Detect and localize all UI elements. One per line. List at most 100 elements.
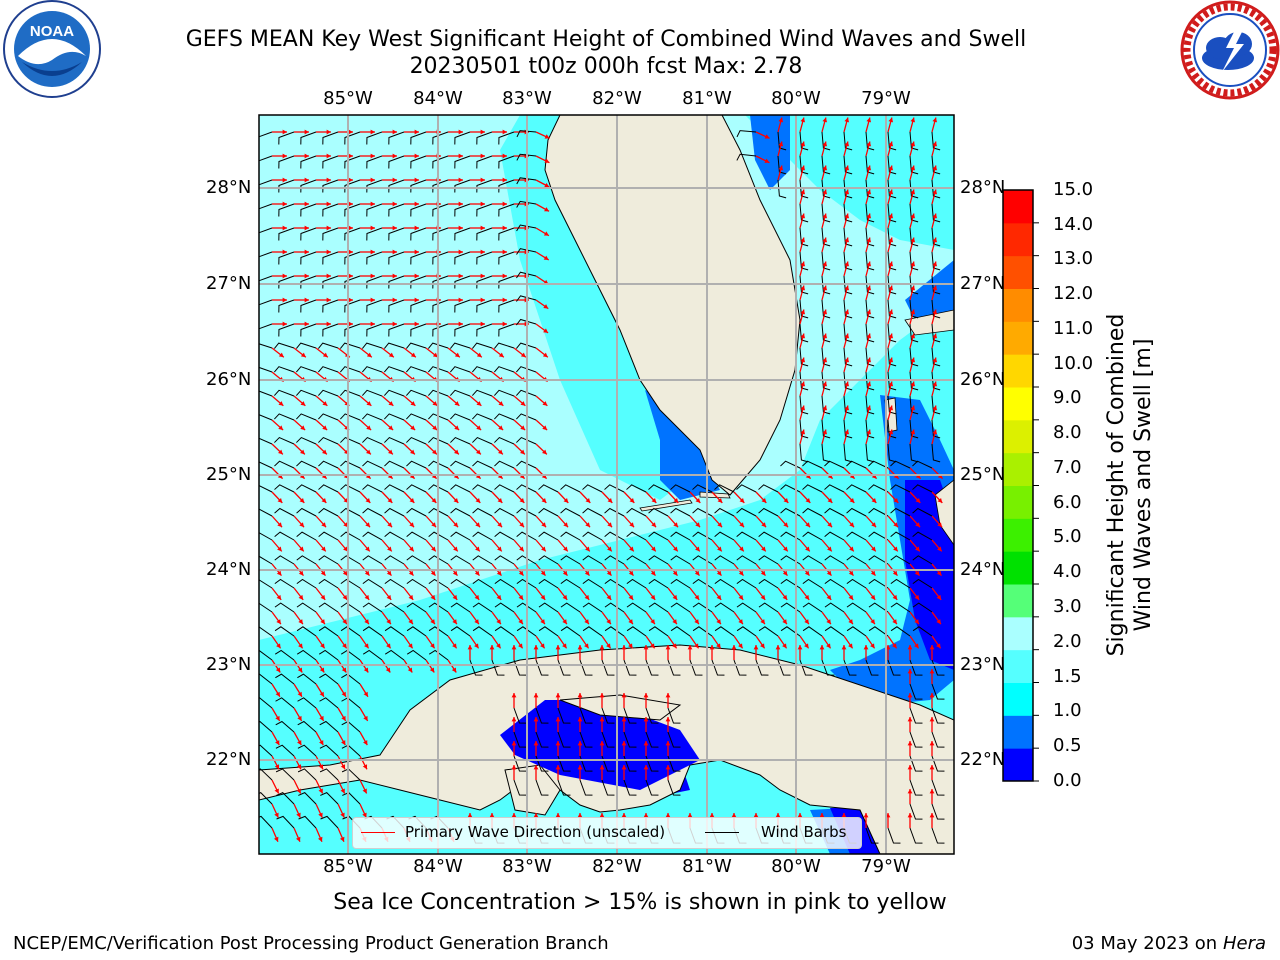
wind-barb: [799, 251, 809, 271]
wave-direction-arrowhead: [577, 813, 583, 818]
wave-direction-arrowhead: [543, 304, 549, 309]
wind-barb: [259, 251, 273, 258]
wind-barb: [890, 602, 911, 613]
wave-direction-arrowhead: [628, 619, 633, 625]
wave-direction-arrowhead: [458, 201, 463, 207]
wave-direction-arrowhead: [320, 594, 326, 600]
wind-barb: [454, 131, 471, 145]
wave-direction-arrowhead: [276, 594, 282, 600]
wind-barb: [560, 507, 581, 517]
wave-direction-arrowhead: [665, 693, 671, 698]
wave-direction-arrowhead: [863, 645, 869, 650]
wind-barb: [278, 179, 295, 193]
wave-direction-arrowhead: [299, 522, 305, 528]
wind-barb: [317, 366, 339, 373]
lat-label: 23°N: [960, 654, 1006, 675]
wind-barb: [494, 626, 515, 637]
wave-direction-arrowhead: [453, 498, 459, 503]
wind-barb: [909, 443, 919, 463]
wind-barb: [890, 460, 911, 469]
wind-barb: [322, 203, 339, 217]
wind-barb: [821, 323, 831, 343]
wave-direction-arrowhead: [643, 813, 649, 818]
wind-barb: [623, 755, 637, 772]
wave-direction-arrowhead: [542, 401, 548, 406]
wave-direction-arrowhead: [907, 813, 913, 818]
wave-direction-arrowhead: [800, 261, 806, 267]
wave-direction-arrowhead: [694, 570, 700, 576]
wind-barb: [802, 531, 823, 541]
wind-barb: [909, 299, 919, 319]
wind-barb: [428, 507, 449, 517]
wave-direction-arrowhead: [932, 237, 938, 243]
lon-label: 82°W: [592, 856, 642, 877]
wind-barb: [318, 555, 339, 565]
wave-direction-arrowhead: [363, 715, 368, 721]
wind-barb: [516, 626, 537, 637]
wind-barb: [450, 436, 471, 445]
wave-direction-arrowhead: [783, 546, 788, 552]
wind-barb: [428, 602, 449, 613]
wind-barb: [296, 460, 317, 469]
wave-direction-arrowhead: [365, 546, 370, 552]
wave-direction-arrowhead: [910, 429, 916, 435]
wave-direction-arrowhead: [480, 321, 485, 327]
wind-barb: [406, 626, 427, 637]
wave-direction-arrowhead: [607, 522, 613, 528]
wave-direction-arrowhead: [822, 213, 828, 219]
wave-direction-arrowhead: [273, 836, 279, 842]
wave-direction-arrowhead: [489, 813, 495, 818]
wave-direction-arrowhead: [392, 201, 397, 207]
wind-barb: [388, 323, 405, 337]
wave-direction-arrowhead: [584, 570, 590, 576]
wave-direction-arrowhead: [782, 643, 787, 649]
wind-barb: [295, 342, 317, 349]
wave-direction-arrowhead: [932, 189, 938, 195]
wind-barb: [843, 275, 853, 295]
wave-direction-arrowhead: [687, 645, 693, 650]
wave-direction-arrowhead: [907, 669, 913, 674]
wave-direction-arrowhead: [298, 570, 304, 576]
wind-barb: [340, 531, 361, 541]
wave-direction-arrowhead: [866, 141, 872, 147]
wind-barb: [516, 507, 537, 517]
wind-barb: [432, 227, 449, 241]
wave-direction-arrowhead: [540, 594, 546, 600]
wave-direction-arrowhead: [511, 813, 517, 818]
wind-barb: [340, 460, 361, 469]
chart-title: GEFS MEAN Key West Significant Height of…: [185, 27, 1027, 52]
wind-barb: [670, 531, 691, 541]
wind-barb: [513, 755, 527, 772]
wave-direction-arrowhead: [822, 333, 828, 339]
lon-label: 83°W: [502, 88, 552, 109]
wave-direction-arrowhead: [717, 522, 723, 528]
wind-barb: [865, 827, 879, 844]
wind-barb: [259, 437, 273, 445]
wind-barb: [259, 720, 273, 733]
lon-label: 81°W: [682, 856, 732, 877]
wind-barb: [736, 626, 757, 637]
wind-barb: [535, 755, 549, 772]
wind-barb: [912, 460, 933, 469]
wind-barb: [623, 731, 637, 748]
wave-direction-arrowhead: [910, 309, 916, 315]
wind-barb-legend-swatch: [705, 832, 739, 833]
wind-barb: [515, 389, 537, 397]
wind-barb: [471, 389, 493, 397]
wind-barb: [667, 755, 681, 772]
wave-direction-arrowhead: [599, 645, 605, 650]
map-gridlines: [259, 115, 954, 854]
wave-direction-arrowhead: [370, 225, 375, 231]
wind-barb: [887, 131, 897, 151]
wave-direction-arrowhead: [914, 594, 920, 600]
wave-direction-arrowhead: [341, 667, 347, 673]
wave-direction-arrowhead: [511, 693, 517, 698]
wind-barb: [383, 389, 405, 397]
wave-direction-arrowhead: [520, 449, 525, 455]
wave-direction-arrowhead: [844, 117, 850, 123]
wave-direction-arrowhead: [430, 570, 436, 576]
wind-barb: [296, 531, 317, 541]
wave-direction-arrowhead: [797, 813, 803, 818]
wind-barb: [388, 131, 405, 145]
wave-direction-arrowhead: [606, 594, 612, 600]
